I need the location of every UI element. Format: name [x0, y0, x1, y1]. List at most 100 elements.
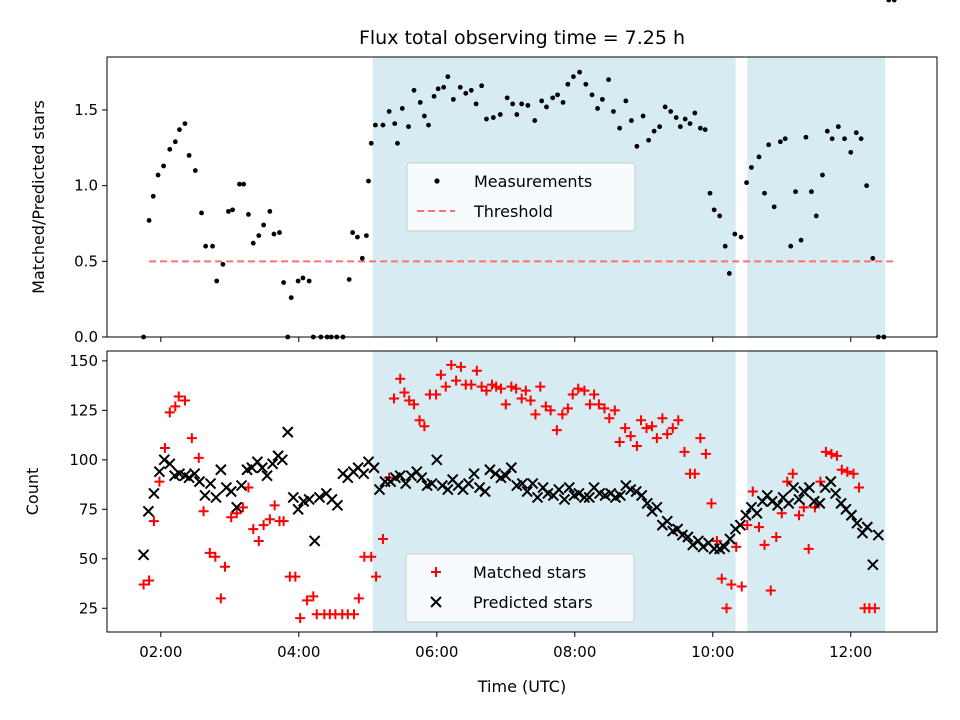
predicted-star-point	[516, 477, 529, 490]
predicted-star-point	[553, 483, 565, 496]
predicted-star-point	[734, 519, 747, 531]
measurement-point	[281, 280, 287, 285]
matched-star-point	[589, 389, 600, 400]
measurement-point	[803, 134, 809, 140]
matched-star-point	[371, 571, 382, 582]
matched-star-point	[599, 403, 610, 414]
predicted-star-point	[183, 471, 195, 484]
measurement-point	[539, 98, 545, 104]
measurement-point	[479, 83, 485, 89]
matched-star-point	[647, 421, 658, 432]
predicted-star-point	[308, 535, 321, 547]
matched-star-point	[567, 389, 578, 400]
predicted-star-point	[468, 467, 480, 480]
measurement-point	[468, 87, 474, 93]
matched-star-point	[278, 516, 289, 527]
measurement-point	[577, 69, 583, 75]
predicted-star-point	[867, 559, 879, 571]
measurement-point	[722, 243, 728, 249]
matched-star-point	[625, 431, 636, 442]
measurement-point	[350, 230, 356, 235]
measurement-point	[445, 74, 451, 80]
measurement-point	[490, 115, 496, 120]
measurement-point	[565, 81, 571, 87]
measurement-point	[161, 163, 166, 169]
predicted-star-point	[462, 477, 475, 490]
measurement-point	[364, 233, 369, 238]
measurement-point	[277, 230, 282, 235]
measurement-point	[646, 137, 652, 143]
matched-star-point	[308, 591, 319, 602]
measurement-point	[673, 115, 679, 120]
predicted-star-point	[426, 477, 438, 490]
measurement-point	[662, 104, 668, 110]
measurement-point	[399, 106, 405, 111]
predicted-star-point	[630, 485, 642, 498]
y-axis-label-1: Matched/Predicted stars	[29, 100, 48, 294]
measurement-point	[435, 86, 441, 92]
measurement-point	[411, 87, 417, 93]
measurement-point	[359, 255, 365, 261]
measurement-point	[261, 222, 267, 228]
predicted-star-point	[521, 485, 533, 498]
y-tick-label: 50	[79, 550, 98, 568]
measurement-point	[707, 190, 713, 196]
y-tick-label: 75	[79, 500, 98, 518]
measurement-point	[864, 183, 870, 189]
measurement-point	[842, 136, 847, 142]
measurement-point	[300, 275, 306, 281]
predicted-star-point	[210, 491, 222, 504]
matched-star-point	[631, 440, 642, 451]
matched-star-point	[842, 466, 853, 477]
matched-star-point	[651, 433, 662, 444]
matched-star-point	[495, 383, 506, 394]
matched-star-point	[377, 533, 388, 544]
measurement-point	[504, 95, 510, 101]
matched-star-point	[787, 468, 798, 479]
matched-star-point	[170, 401, 181, 412]
matched-star-point	[747, 486, 758, 497]
predicted-star-point	[394, 469, 406, 482]
predicted-star-point	[142, 505, 155, 517]
y-tick-label: 125	[69, 401, 98, 419]
matched-star-point	[440, 381, 451, 392]
panel-frame-1	[106, 56, 938, 338]
measurement-point	[668, 109, 674, 114]
predicted-star-point	[153, 466, 166, 478]
predicted-star-point	[872, 529, 885, 541]
predicted-star-point	[215, 464, 227, 476]
predicted-star-point	[473, 481, 486, 494]
predicted-star-point	[158, 454, 170, 466]
measurement-point	[473, 101, 479, 107]
matched-star-point	[579, 385, 590, 396]
measurement-point	[295, 278, 301, 284]
predicted-star-point	[851, 517, 863, 529]
measurement-point	[256, 233, 262, 238]
measurement-point	[717, 213, 723, 219]
matched-star-point	[348, 609, 359, 620]
predicted-star-point	[531, 491, 544, 504]
matched-star-point	[353, 593, 364, 604]
legend-box	[406, 162, 636, 232]
matched-star-point	[551, 425, 562, 436]
matched-star-point	[148, 516, 159, 527]
matched-star-point	[173, 391, 184, 402]
measurement-point	[762, 190, 767, 196]
predicted-star-point	[368, 462, 380, 474]
matched-star-point	[803, 543, 814, 554]
measurement-point	[241, 181, 247, 187]
predicted-star-point	[479, 485, 491, 498]
predicted-star-point	[415, 471, 428, 484]
measurement-point	[525, 103, 531, 108]
matched-star-point	[366, 551, 377, 562]
predicted-star-point	[558, 493, 571, 506]
predicted-star-point	[489, 467, 502, 480]
predicted-star-point	[578, 491, 591, 504]
matched-star-point	[446, 359, 457, 370]
predicted-star-point	[188, 467, 201, 480]
predicted-star-point	[740, 509, 752, 521]
measurement-point	[744, 180, 749, 186]
measurement-point	[651, 128, 657, 134]
matched-star-point	[226, 512, 237, 523]
